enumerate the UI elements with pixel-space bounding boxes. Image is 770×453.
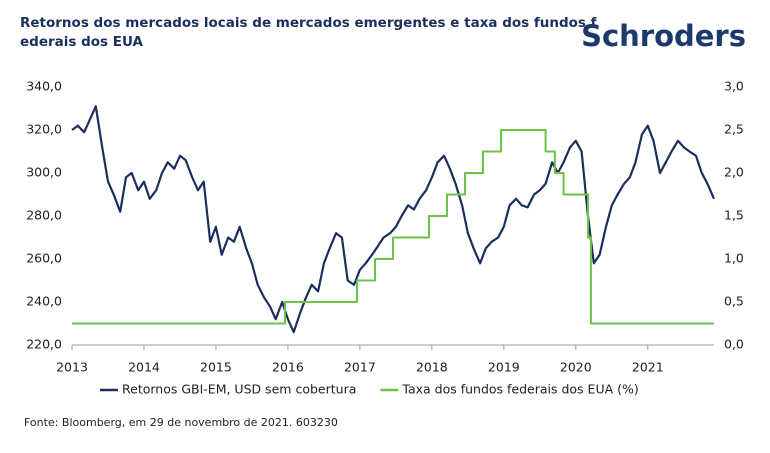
x-tick-label: 2014 [128,360,160,375]
series-line [71,105,716,334]
y-tick-label: 260,0 [26,251,62,266]
x-tick-label: 2013 [56,360,88,375]
y2-tick-label: 3,0 [724,79,744,94]
y2-tick-label: 1,0 [724,251,744,266]
y2-tick-label: 2,5 [724,122,744,137]
y2-tick-label: 0,5 [724,294,744,309]
y2-tick-label: 1,5 [724,208,744,223]
y-tick-label: 320,0 [26,122,62,137]
chart-title: ederais dos EUA [20,34,144,50]
x-tick-label: 2015 [200,360,232,375]
x-tick-label: 2019 [488,360,520,375]
x-tick-label: 2018 [416,360,448,375]
x-tick-label: 2016 [272,360,304,375]
y-tick-label: 280,0 [26,208,62,223]
x-tick-label: 2017 [344,360,376,375]
y-tick-label: 220,0 [26,337,62,352]
legend-label: Retornos GBI-EM, USD sem cobertura [122,382,356,397]
y2-tick-label: 2,0 [724,165,744,180]
x-tick-label: 2020 [560,360,592,375]
x-tick-label: 2021 [632,360,664,375]
y2-tick-label: 0,0 [724,337,744,352]
y-tick-label: 340,0 [26,79,62,94]
source-note: Fonte: Bloomberg, em 29 de novembro de 2… [24,416,338,429]
y-tick-label: 300,0 [26,165,62,180]
y-tick-label: 240,0 [26,294,62,309]
legend-label: Taxa dos fundos federais dos EUA (%) [401,382,638,397]
chart-title: Retornos dos mercados locais de mercados… [20,15,597,31]
series-line [72,129,714,325]
brand-logo: Schroders [581,19,746,53]
